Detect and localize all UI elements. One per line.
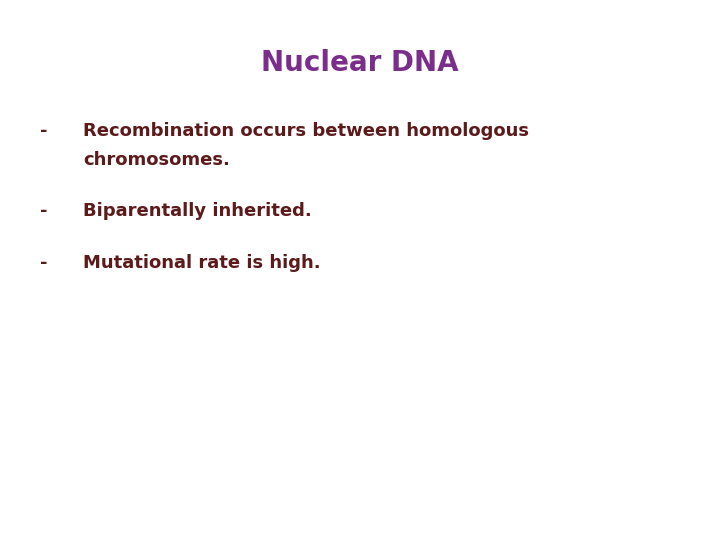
Text: chromosomes.: chromosomes. xyxy=(83,151,230,169)
Text: -: - xyxy=(40,122,47,139)
Text: Recombination occurs between homologous: Recombination occurs between homologous xyxy=(83,122,528,139)
Text: Mutational rate is high.: Mutational rate is high. xyxy=(83,254,320,272)
Text: Biparentally inherited.: Biparentally inherited. xyxy=(83,202,312,220)
Text: -: - xyxy=(40,202,47,220)
Text: -: - xyxy=(40,254,47,272)
Text: Nuclear DNA: Nuclear DNA xyxy=(261,49,459,77)
